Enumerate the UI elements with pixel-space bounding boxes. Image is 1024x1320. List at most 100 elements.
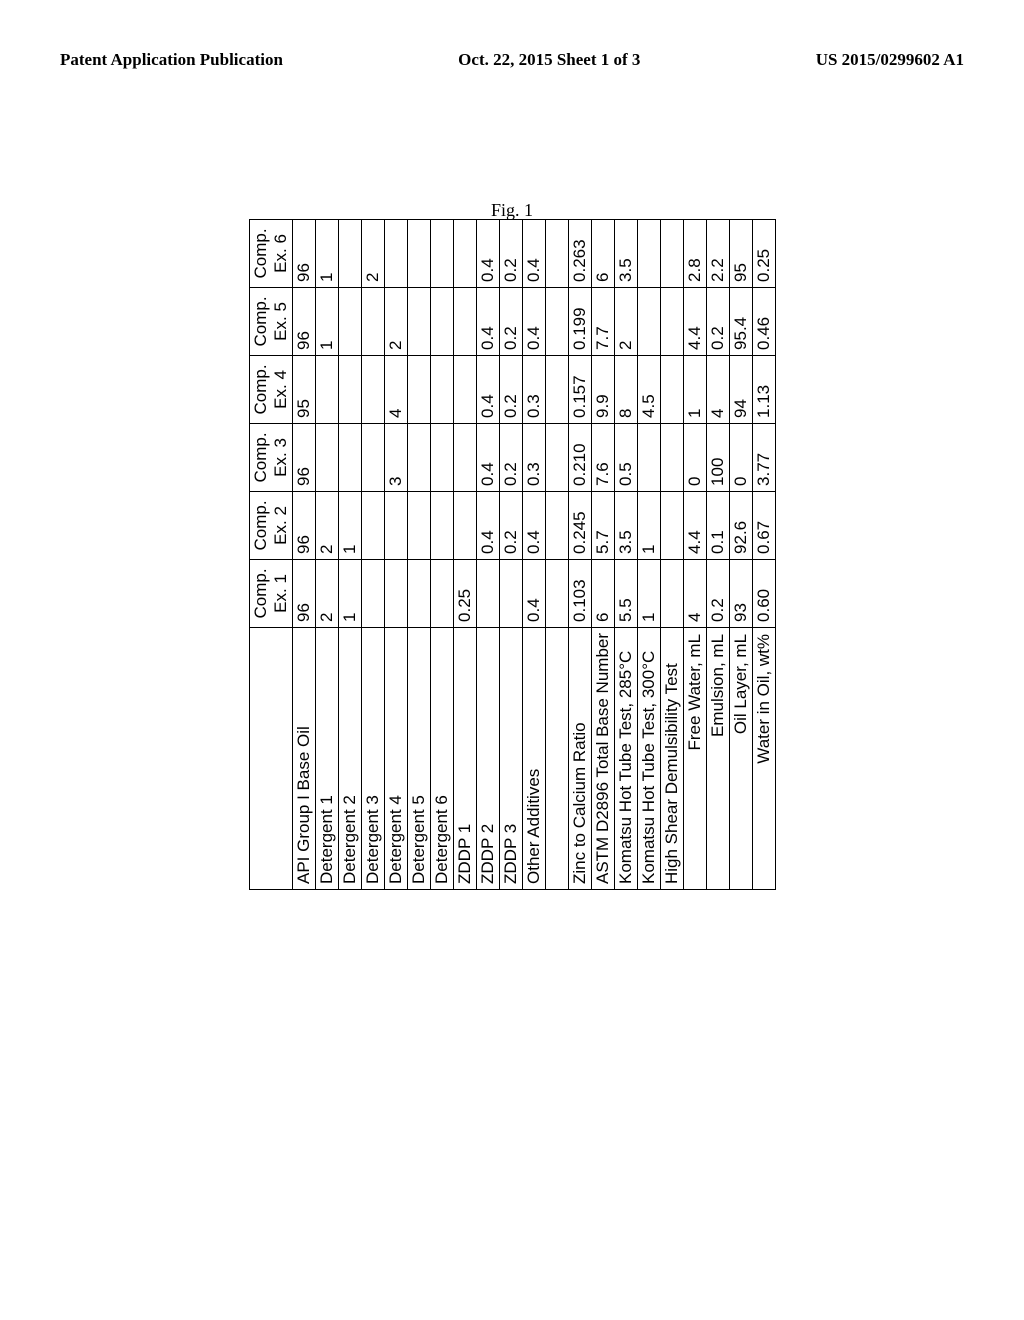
spacer-cell <box>545 559 568 627</box>
cell: 2.2 <box>706 219 729 287</box>
cell: 0.4 <box>522 219 545 287</box>
cell: 0.4 <box>476 287 499 355</box>
spacer-cell <box>545 287 568 355</box>
cell <box>338 355 361 423</box>
cell: 0.4 <box>476 423 499 491</box>
cell <box>637 287 660 355</box>
figure-caption: Fig. 1 <box>0 200 1024 221</box>
cell <box>453 219 476 287</box>
cell <box>361 559 384 627</box>
cell <box>660 559 683 627</box>
cell: 2 <box>614 287 637 355</box>
cell <box>660 491 683 559</box>
col-header-label: Comp.Ex. 3 <box>251 432 290 482</box>
cell: 95 <box>292 355 315 423</box>
cell: 1 <box>338 559 361 627</box>
row-label: Zinc to Calcium Ratio <box>568 627 591 889</box>
cell: 9.9 <box>591 355 614 423</box>
cell: 2 <box>384 287 407 355</box>
cell <box>430 287 453 355</box>
spacer-cell <box>545 355 568 423</box>
cell <box>407 287 430 355</box>
cell: 4.4 <box>683 287 706 355</box>
cell <box>453 287 476 355</box>
row-label: Other Additives <box>522 627 545 889</box>
cell <box>361 423 384 491</box>
cell: 0.3 <box>522 355 545 423</box>
cell <box>407 355 430 423</box>
spacer-cell <box>545 627 568 889</box>
cell: 96 <box>292 423 315 491</box>
table-row: Detergent 4342 <box>384 219 407 889</box>
cell <box>660 287 683 355</box>
header-right: US 2015/0299602 A1 <box>816 50 964 70</box>
spacer-cell <box>545 491 568 559</box>
spacer-cell <box>545 219 568 287</box>
cell: 0.46 <box>752 287 775 355</box>
cell <box>660 423 683 491</box>
cell: 0.4 <box>522 491 545 559</box>
cell <box>338 219 361 287</box>
cell <box>430 491 453 559</box>
cell: 92.6 <box>729 491 752 559</box>
cell: 1 <box>637 559 660 627</box>
cell <box>430 559 453 627</box>
cell: 4.4 <box>683 491 706 559</box>
col-header: Comp.Ex. 4 <box>249 355 292 423</box>
cell: 0.245 <box>568 491 591 559</box>
cell: 1 <box>338 491 361 559</box>
cell <box>384 219 407 287</box>
cell: 5.5 <box>614 559 637 627</box>
row-label: Detergent 1 <box>315 627 338 889</box>
table-row: High Shear Demulsibility Test <box>660 219 683 889</box>
cell <box>476 559 499 627</box>
col-header: Comp.Ex. 5 <box>249 287 292 355</box>
cell: 0.67 <box>752 491 775 559</box>
cell: 100 <box>706 423 729 491</box>
cell: 1 <box>683 355 706 423</box>
page-header: Patent Application Publication Oct. 22, … <box>0 50 1024 70</box>
row-label: Detergent 5 <box>407 627 430 889</box>
row-label: Komatsu Hot Tube Test, 300°C <box>637 627 660 889</box>
cell <box>338 287 361 355</box>
cell: 3.5 <box>614 491 637 559</box>
table-row: Free Water, mL44.4014.42.8 <box>683 219 706 889</box>
cell <box>338 423 361 491</box>
cell: 96 <box>292 491 315 559</box>
cell: 3.77 <box>752 423 775 491</box>
table-row: Detergent 32 <box>361 219 384 889</box>
cell: 6 <box>591 559 614 627</box>
cell: 4 <box>384 355 407 423</box>
cell <box>384 491 407 559</box>
cell <box>637 219 660 287</box>
header-left: Patent Application Publication <box>60 50 283 70</box>
cell: 0.4 <box>522 559 545 627</box>
col-header-label: Comp.Ex. 6 <box>251 228 290 278</box>
cell: 0.4 <box>476 491 499 559</box>
cell: 0.2 <box>499 491 522 559</box>
table-row: Oil Layer, mL9392.609495.495 <box>729 219 752 889</box>
cell <box>660 355 683 423</box>
table-row: Komatsu Hot Tube Test, 285°C5.53.50.5823… <box>614 219 637 889</box>
table-header-row: Comp.Ex. 1 Comp.Ex. 2 Comp.Ex. 3 Comp.Ex… <box>249 219 292 889</box>
cell: 95 <box>729 219 752 287</box>
cell: 94 <box>729 355 752 423</box>
col-header-blank <box>249 627 292 889</box>
cell: 8 <box>614 355 637 423</box>
cell: 3.5 <box>614 219 637 287</box>
cell: 96 <box>292 287 315 355</box>
col-header-label: Comp.Ex. 1 <box>251 568 290 618</box>
spacer-cell <box>545 423 568 491</box>
cell: 1.13 <box>752 355 775 423</box>
table-row <box>545 219 568 889</box>
cell: 0.5 <box>614 423 637 491</box>
cell: 0.25 <box>453 559 476 627</box>
cell: 0.60 <box>752 559 775 627</box>
cell: 5.7 <box>591 491 614 559</box>
table-body: API Group I Base Oil969696959696Detergen… <box>292 219 775 889</box>
cell <box>660 219 683 287</box>
cell: 6 <box>591 219 614 287</box>
col-header: Comp.Ex. 1 <box>249 559 292 627</box>
cell: 2 <box>315 491 338 559</box>
col-header-label: Comp.Ex. 4 <box>251 364 290 414</box>
